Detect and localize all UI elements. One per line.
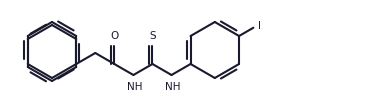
Text: NH: NH [127,82,142,92]
Text: S: S [149,31,156,41]
Text: NH: NH [165,82,180,92]
Text: O: O [110,31,119,41]
Text: I: I [258,21,261,31]
